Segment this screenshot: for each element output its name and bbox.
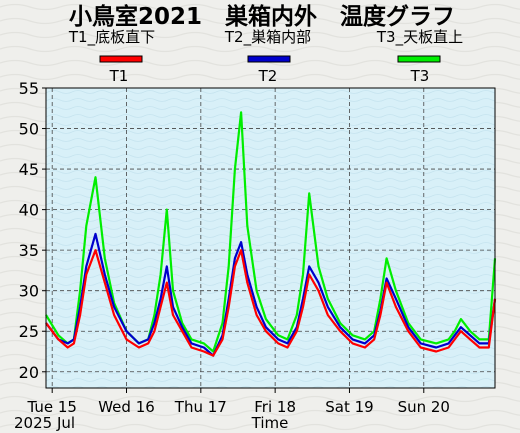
x-axis-label: Time <box>251 414 289 432</box>
x-tick-label: Thu 17 <box>174 398 227 416</box>
y-tick-label: 50 <box>19 120 39 139</box>
legend-swatch-t1 <box>99 55 143 63</box>
y-tick-label: 30 <box>19 282 39 301</box>
legend-description-t3: T3_天板直上 <box>376 28 463 47</box>
legend: T1_底板直下 T2_巣箱内部 T3_天板直上 T1 T2 T3 <box>68 28 463 85</box>
y-tick-label: 55 <box>19 79 39 98</box>
legend-swatch-t3 <box>397 55 441 63</box>
y-axis: 20 25 30 35 40 45 50 55 <box>19 79 46 382</box>
chart-title: 小鳥室2021 巣箱内外 温度グラフ <box>69 3 455 30</box>
y-tick-label: 40 <box>19 201 39 220</box>
series-line-t2 <box>45 232 497 357</box>
y-tick-label: 25 <box>19 322 39 341</box>
date-label: 2025 Jul <box>14 414 75 432</box>
legend-swatch-t2 <box>247 55 291 63</box>
legend-label-t1: T1 <box>109 67 129 85</box>
series-line-t3 <box>45 111 497 353</box>
y-tick-label: 20 <box>19 363 39 382</box>
series-line-t1 <box>45 249 497 357</box>
x-tick-label: Fri 18 <box>254 398 296 416</box>
legend-label-t3: T3 <box>410 67 430 85</box>
x-tick-label: Sun 20 <box>398 398 450 416</box>
legend-description-t2: T2_巣箱内部 <box>224 28 311 47</box>
y-tick-label: 45 <box>19 160 39 179</box>
x-tick-label: Tue 15 <box>26 398 76 416</box>
x-axis: Tue 15 Wed 16 Thu 17 Fri 18 Sat 19 Sun 20 <box>26 388 450 416</box>
legend-label-t2: T2 <box>258 67 278 85</box>
x-tick-label: Sat 19 <box>325 398 373 416</box>
legend-description-t1: T1_底板直下 <box>68 28 155 47</box>
series-group <box>45 111 497 357</box>
x-tick-label: Wed 16 <box>98 398 155 416</box>
plot-frame <box>45 87 496 389</box>
y-tick-label: 35 <box>19 241 39 260</box>
plot-texture <box>46 88 495 388</box>
